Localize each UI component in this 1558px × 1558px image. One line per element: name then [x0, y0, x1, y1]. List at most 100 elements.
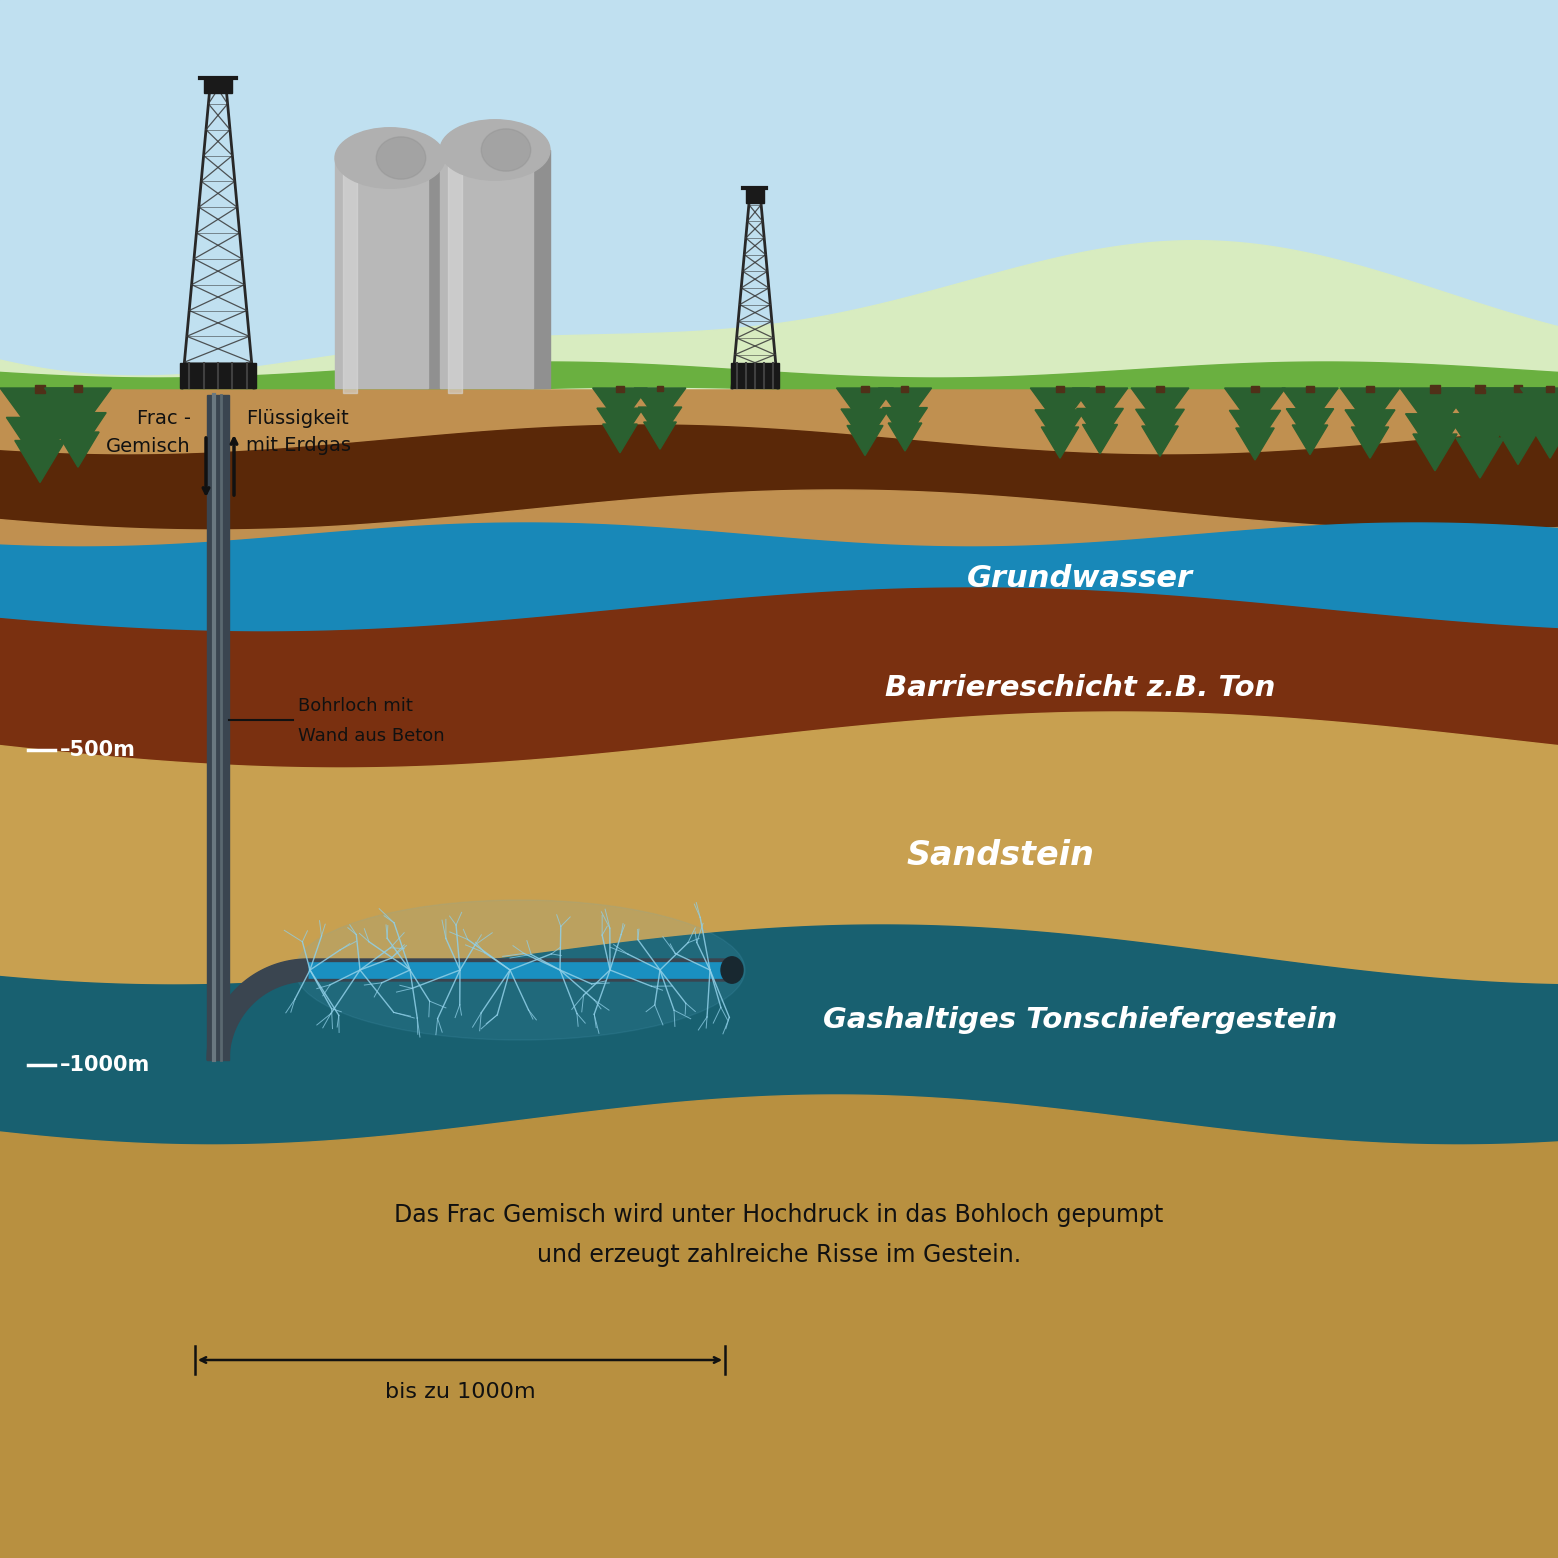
Text: und erzeugt zahlreiche Risse im Gestein.: und erzeugt zahlreiche Risse im Gestein. — [538, 1243, 1020, 1267]
Bar — [862, 386, 869, 391]
Bar — [1251, 385, 1259, 393]
Polygon shape — [597, 408, 643, 442]
Polygon shape — [837, 388, 893, 427]
Polygon shape — [207, 960, 731, 1059]
Ellipse shape — [335, 128, 446, 189]
Bar — [0, 382, 1558, 386]
Bar — [0, 160, 1558, 164]
Bar — [0, 78, 1558, 83]
Polygon shape — [0, 587, 1558, 781]
Bar — [0, 28, 1558, 31]
Bar — [0, 301, 1558, 304]
Ellipse shape — [375, 137, 425, 179]
Text: Barriereschicht z.B. Ton: Barriereschicht z.B. Ton — [885, 675, 1274, 703]
Bar — [0, 371, 1558, 374]
Polygon shape — [592, 388, 648, 425]
Bar — [0, 273, 1558, 277]
Bar — [407, 157, 446, 388]
Ellipse shape — [481, 129, 531, 171]
Text: mit Erdgas: mit Erdgas — [246, 436, 351, 455]
Polygon shape — [643, 422, 676, 449]
Polygon shape — [603, 424, 637, 453]
Polygon shape — [639, 407, 682, 439]
Bar — [0, 164, 1558, 168]
Polygon shape — [0, 390, 1558, 464]
Bar — [0, 319, 1558, 324]
Text: Gemisch: Gemisch — [106, 436, 192, 456]
Polygon shape — [1136, 410, 1184, 446]
Bar — [1514, 385, 1522, 393]
Polygon shape — [1447, 416, 1511, 464]
Polygon shape — [1521, 388, 1558, 428]
Bar — [0, 125, 1558, 129]
Bar — [0, 148, 1558, 153]
Polygon shape — [1083, 424, 1117, 453]
Polygon shape — [1340, 388, 1399, 428]
Bar — [0, 122, 1558, 125]
Polygon shape — [0, 425, 1558, 545]
Bar — [0, 327, 1558, 332]
Ellipse shape — [294, 901, 745, 1041]
Bar — [0, 343, 1558, 347]
Ellipse shape — [721, 957, 743, 983]
Bar — [0, 358, 1558, 363]
Bar — [34, 385, 45, 393]
Polygon shape — [1413, 435, 1457, 471]
Bar — [0, 363, 1558, 366]
Bar — [0, 20, 1558, 23]
Bar — [746, 189, 765, 203]
Bar — [0, 203, 1558, 207]
Bar — [0, 168, 1558, 171]
Polygon shape — [0, 712, 1558, 985]
Bar — [0, 355, 1558, 358]
Bar — [0, 207, 1558, 210]
Bar — [0, 75, 1558, 78]
Bar — [0, 254, 1558, 257]
Polygon shape — [1235, 428, 1274, 460]
Bar — [1430, 385, 1440, 393]
Polygon shape — [1287, 408, 1334, 444]
Bar — [0, 223, 1558, 226]
Bar — [0, 241, 1558, 246]
Bar — [511, 150, 550, 388]
Bar — [0, 129, 1558, 132]
Bar — [0, 0, 1558, 390]
Polygon shape — [1497, 430, 1538, 464]
Bar — [0, 379, 1558, 382]
Polygon shape — [1142, 425, 1178, 456]
Polygon shape — [1282, 388, 1338, 427]
Bar — [0, 332, 1558, 335]
Polygon shape — [848, 425, 883, 455]
Bar — [0, 93, 1558, 98]
Bar — [0, 390, 1558, 1558]
Bar — [0, 226, 1558, 231]
Bar — [1156, 386, 1164, 391]
Bar — [617, 386, 623, 391]
Text: Frac -: Frac - — [137, 410, 192, 428]
Polygon shape — [0, 491, 1558, 558]
Polygon shape — [879, 388, 932, 424]
Polygon shape — [1292, 425, 1327, 455]
Polygon shape — [1532, 427, 1558, 458]
Bar — [181, 363, 256, 388]
Bar — [0, 293, 1558, 296]
Bar — [0, 234, 1558, 238]
Bar — [0, 55, 1558, 59]
Bar — [1475, 385, 1485, 393]
Bar — [0, 5, 1558, 8]
Polygon shape — [0, 1095, 1558, 1558]
Polygon shape — [1345, 410, 1394, 447]
Bar — [0, 210, 1558, 215]
Polygon shape — [1225, 388, 1285, 430]
Bar — [0, 187, 1558, 192]
Bar — [0, 366, 1558, 371]
Bar — [449, 145, 463, 393]
Bar — [731, 363, 779, 388]
Bar — [656, 386, 664, 391]
Bar — [204, 78, 232, 93]
Bar — [0, 277, 1558, 280]
Bar — [0, 171, 1558, 176]
Text: Wand aus Beton: Wand aus Beton — [298, 728, 444, 745]
Polygon shape — [45, 388, 112, 433]
Polygon shape — [0, 925, 1558, 1145]
